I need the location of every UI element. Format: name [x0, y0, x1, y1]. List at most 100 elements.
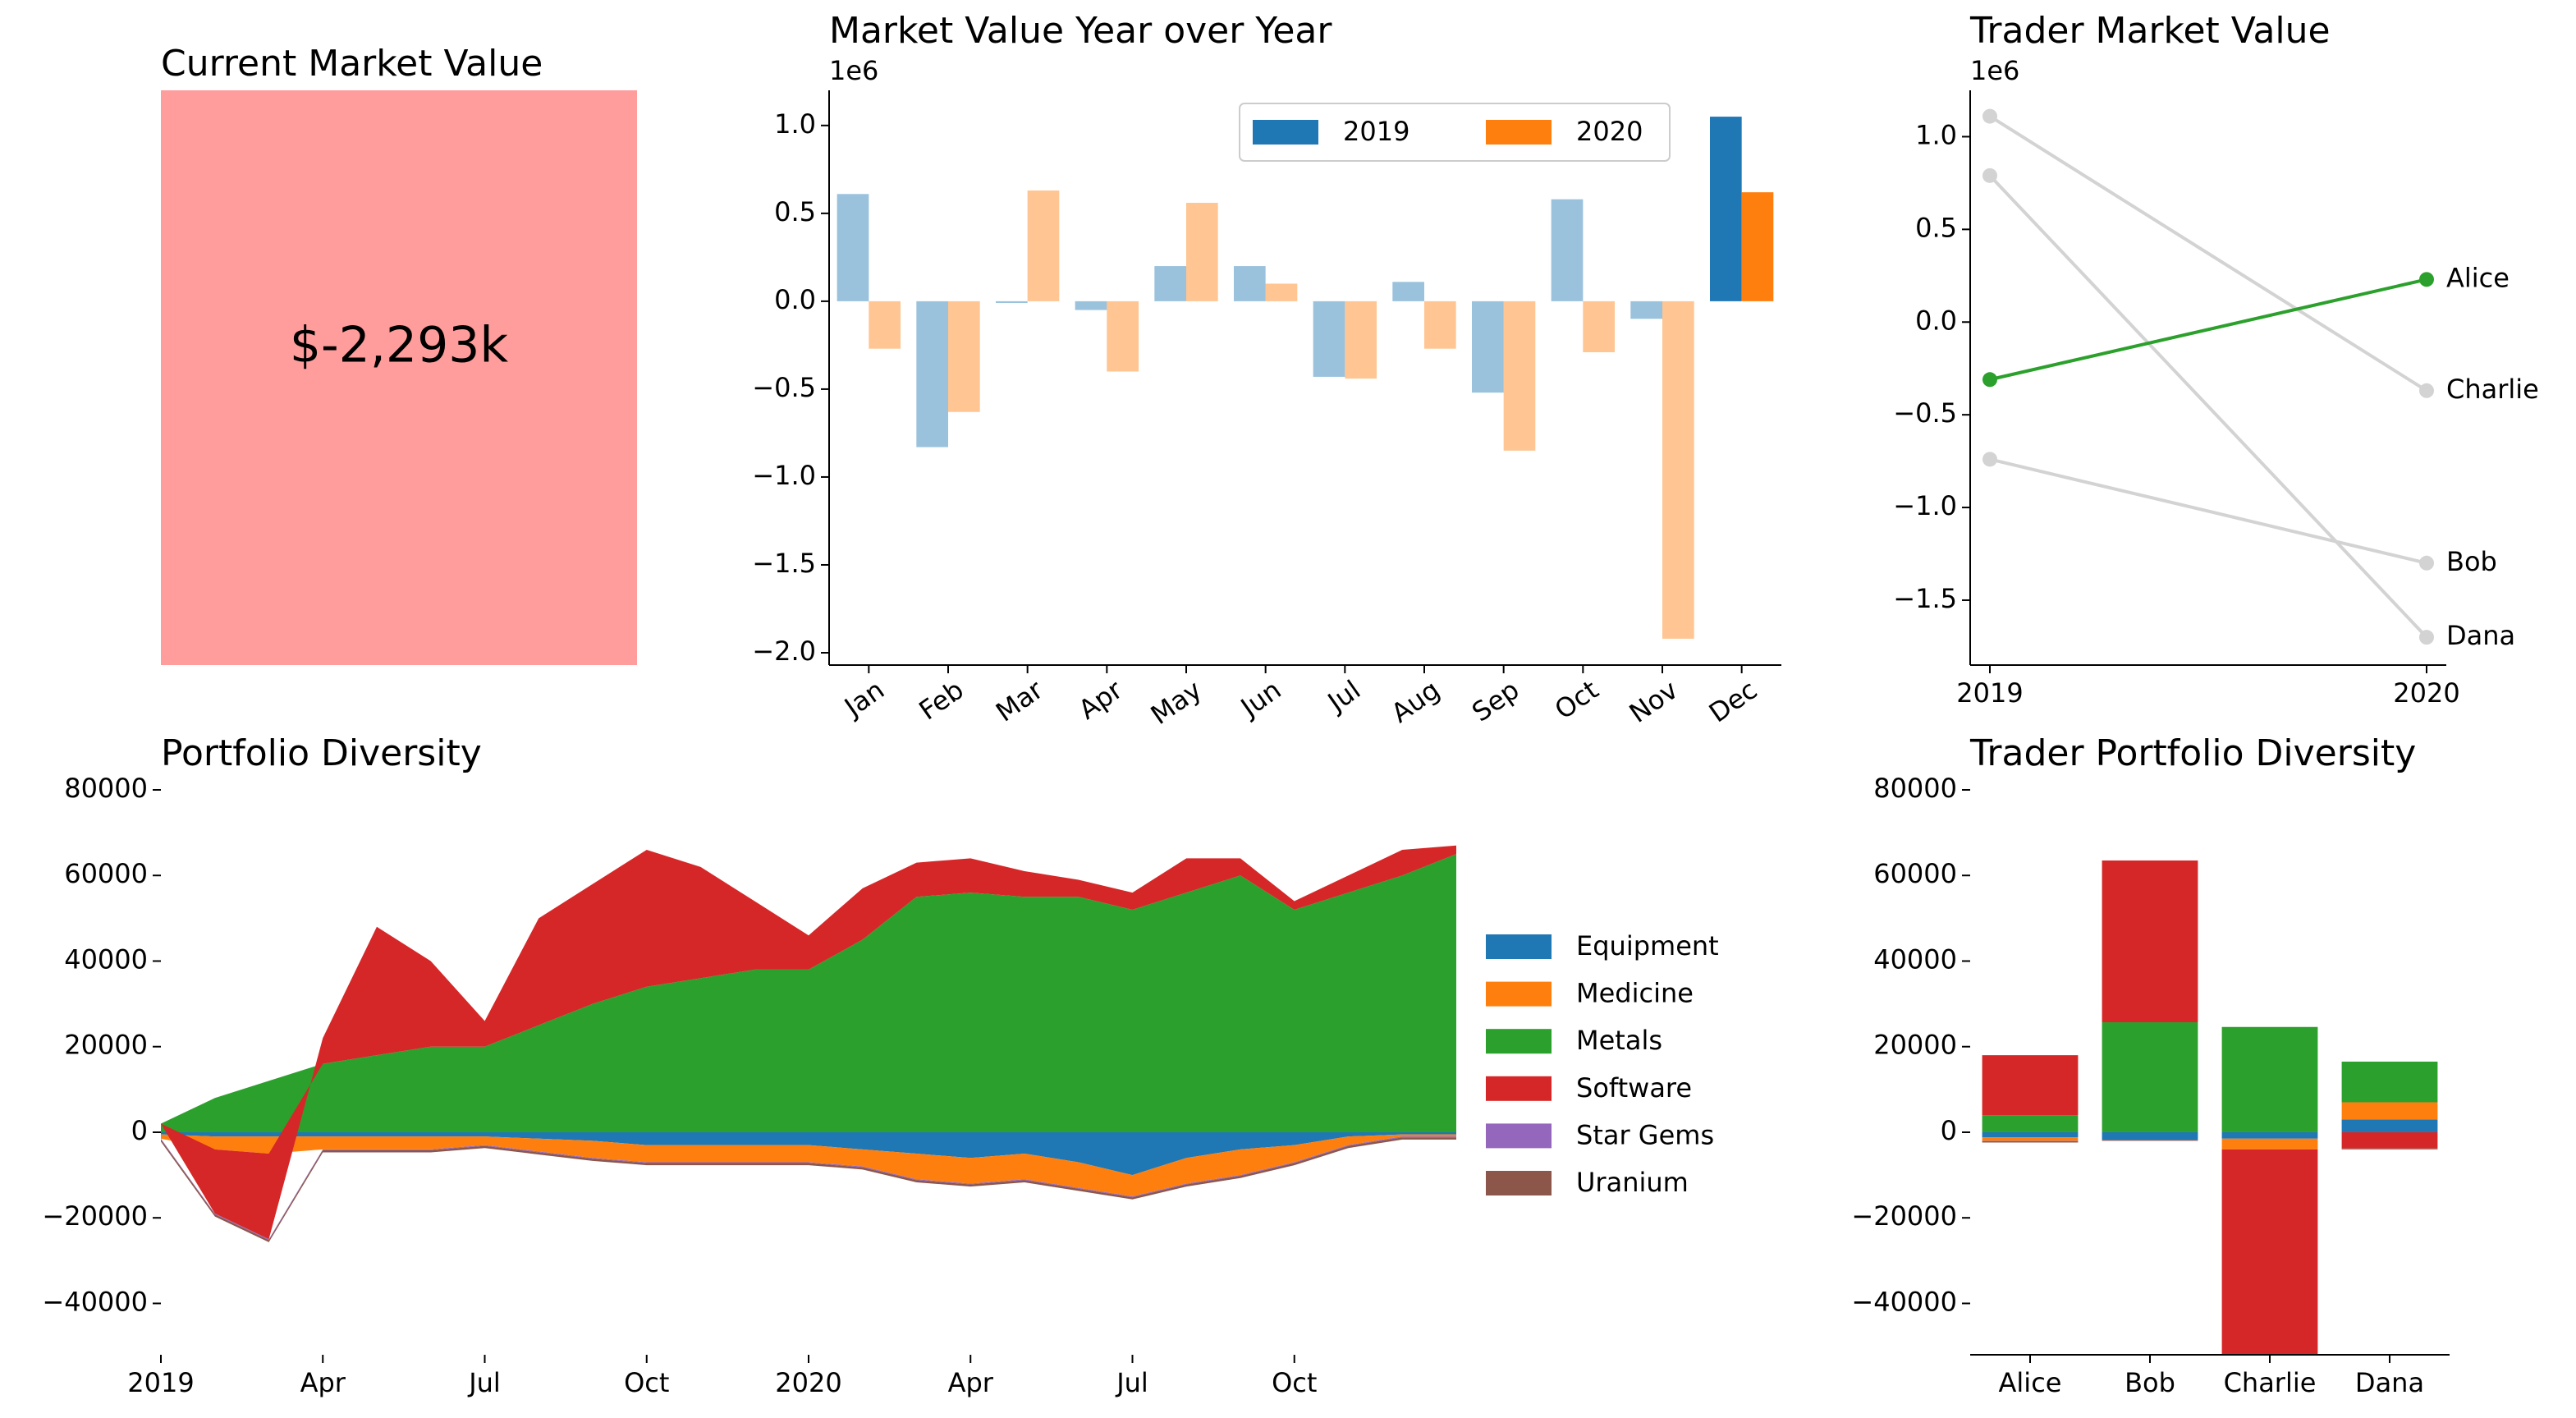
slope-line	[1988, 174, 2428, 639]
legend-swatch	[1486, 1029, 1552, 1054]
legend-swatch	[1253, 120, 1318, 145]
area-group	[161, 845, 1456, 1242]
x-tick-label: Nov	[1624, 674, 1684, 729]
legend-label: 2019	[1343, 116, 1409, 147]
bar	[1424, 301, 1456, 349]
y-tick-label: −1.5	[752, 548, 816, 579]
legend-swatch	[1486, 981, 1552, 1007]
chart-title: Portfolio Diversity	[161, 732, 482, 774]
y-tick-label: 40000	[64, 943, 148, 975]
bar-segment	[2102, 1131, 2198, 1140]
bar	[1662, 301, 1694, 639]
x-tick-label: May	[1145, 674, 1208, 731]
slope-point	[1982, 167, 1997, 183]
bar	[996, 301, 1028, 304]
kpi-box	[161, 90, 637, 665]
y-tick-label: 0	[1941, 1115, 1957, 1146]
y-tick-label: −1.5	[1893, 583, 1957, 614]
bar	[948, 301, 980, 412]
bar	[1107, 301, 1139, 372]
x-tick-label: Oct	[1272, 1367, 1317, 1398]
slope-line	[1989, 278, 2427, 382]
slope-point	[2419, 555, 2434, 571]
y-tick-label: −1.0	[1893, 490, 1957, 521]
bar-segment	[1982, 1115, 2079, 1132]
y-tick-label: 0.5	[774, 196, 816, 227]
y-tick-label: 20000	[1873, 1030, 1957, 1061]
bar	[1265, 283, 1298, 301]
bar-segment	[2221, 1026, 2318, 1132]
slope-point	[2419, 383, 2434, 398]
y-tick-label: 60000	[1873, 858, 1957, 889]
series-label: Bob	[2446, 546, 2497, 577]
legend-swatch	[1486, 120, 1552, 145]
legend-frame	[1239, 103, 1671, 162]
bar	[1583, 301, 1615, 352]
slope-point	[1982, 452, 1997, 467]
bar-segment	[2341, 1148, 2438, 1150]
area	[161, 854, 1456, 1132]
x-tick-label: Mar	[990, 673, 1049, 727]
bar	[869, 301, 901, 349]
bar-segment	[2341, 1102, 2438, 1120]
x-tick-label: Apr	[948, 1367, 994, 1398]
y-tick-label: −0.5	[1893, 397, 1957, 429]
bar-segment	[2341, 1119, 2438, 1132]
legend-swatch	[1486, 934, 1552, 959]
chart-title: Current Market Value	[161, 43, 543, 85]
y-tick-label: 0	[131, 1115, 148, 1146]
series-label: Charlie	[2446, 374, 2539, 405]
bar	[1234, 266, 1266, 301]
y-tick-label: 40000	[1873, 943, 1957, 975]
x-tick-label: Apr	[300, 1367, 346, 1398]
x-tick-label: Dana	[2355, 1367, 2424, 1398]
y-tick-label: 0.0	[1915, 305, 1957, 336]
bar	[1186, 203, 1218, 301]
legend-label: Metals	[1576, 1025, 1662, 1056]
bar	[1154, 266, 1186, 301]
legend-swatch	[1486, 1076, 1552, 1101]
y-tick-label: −1.0	[752, 460, 816, 491]
bar	[1392, 282, 1424, 301]
chart-title: Trader Portfolio Diversity	[1969, 732, 2416, 774]
x-tick-label: Jun	[1234, 674, 1286, 724]
x-tick-label: 2019	[127, 1367, 194, 1398]
x-tick-label: Jul	[467, 1367, 501, 1398]
series-label: Dana	[2446, 620, 2515, 651]
x-tick-label: 2019	[1956, 677, 2023, 709]
slope-point	[1982, 372, 1997, 388]
legend-label: 2020	[1576, 116, 1643, 147]
bar	[1741, 192, 1774, 301]
x-tick-label: Sep	[1466, 674, 1524, 728]
x-tick-label: Jul	[1115, 1367, 1148, 1398]
bar-segment	[2102, 1022, 2198, 1132]
bar	[1313, 301, 1345, 377]
bar	[1710, 117, 1742, 301]
bar	[1345, 301, 1377, 379]
bar	[1551, 199, 1584, 301]
x-tick-label: Oct	[624, 1367, 669, 1398]
bar-segment	[1982, 1140, 2079, 1143]
y-tick-label: −2.0	[752, 636, 816, 667]
slope-point	[2419, 272, 2434, 287]
offset-label: 1e6	[829, 55, 878, 86]
x-tick-label: Oct	[1549, 674, 1604, 726]
legend-swatch	[1486, 1171, 1552, 1195]
slope-line	[1988, 114, 2428, 392]
bar-segment	[2102, 860, 2198, 1023]
y-tick-label: −20000	[42, 1200, 148, 1232]
bar-group	[1982, 860, 2438, 1355]
x-tick-label: Jul	[1321, 674, 1366, 718]
bar	[1630, 301, 1662, 319]
legend-swatch	[1486, 1123, 1552, 1149]
y-tick-label: 0.0	[774, 284, 816, 315]
y-tick-label: 60000	[64, 858, 148, 889]
series-label: Alice	[2446, 262, 2510, 293]
area	[161, 1134, 1456, 1197]
y-tick-label: 1.0	[1915, 119, 1957, 150]
bar-segment	[1982, 1140, 2079, 1141]
bar	[1027, 190, 1060, 301]
y-tick-label: −40000	[1851, 1286, 1957, 1317]
